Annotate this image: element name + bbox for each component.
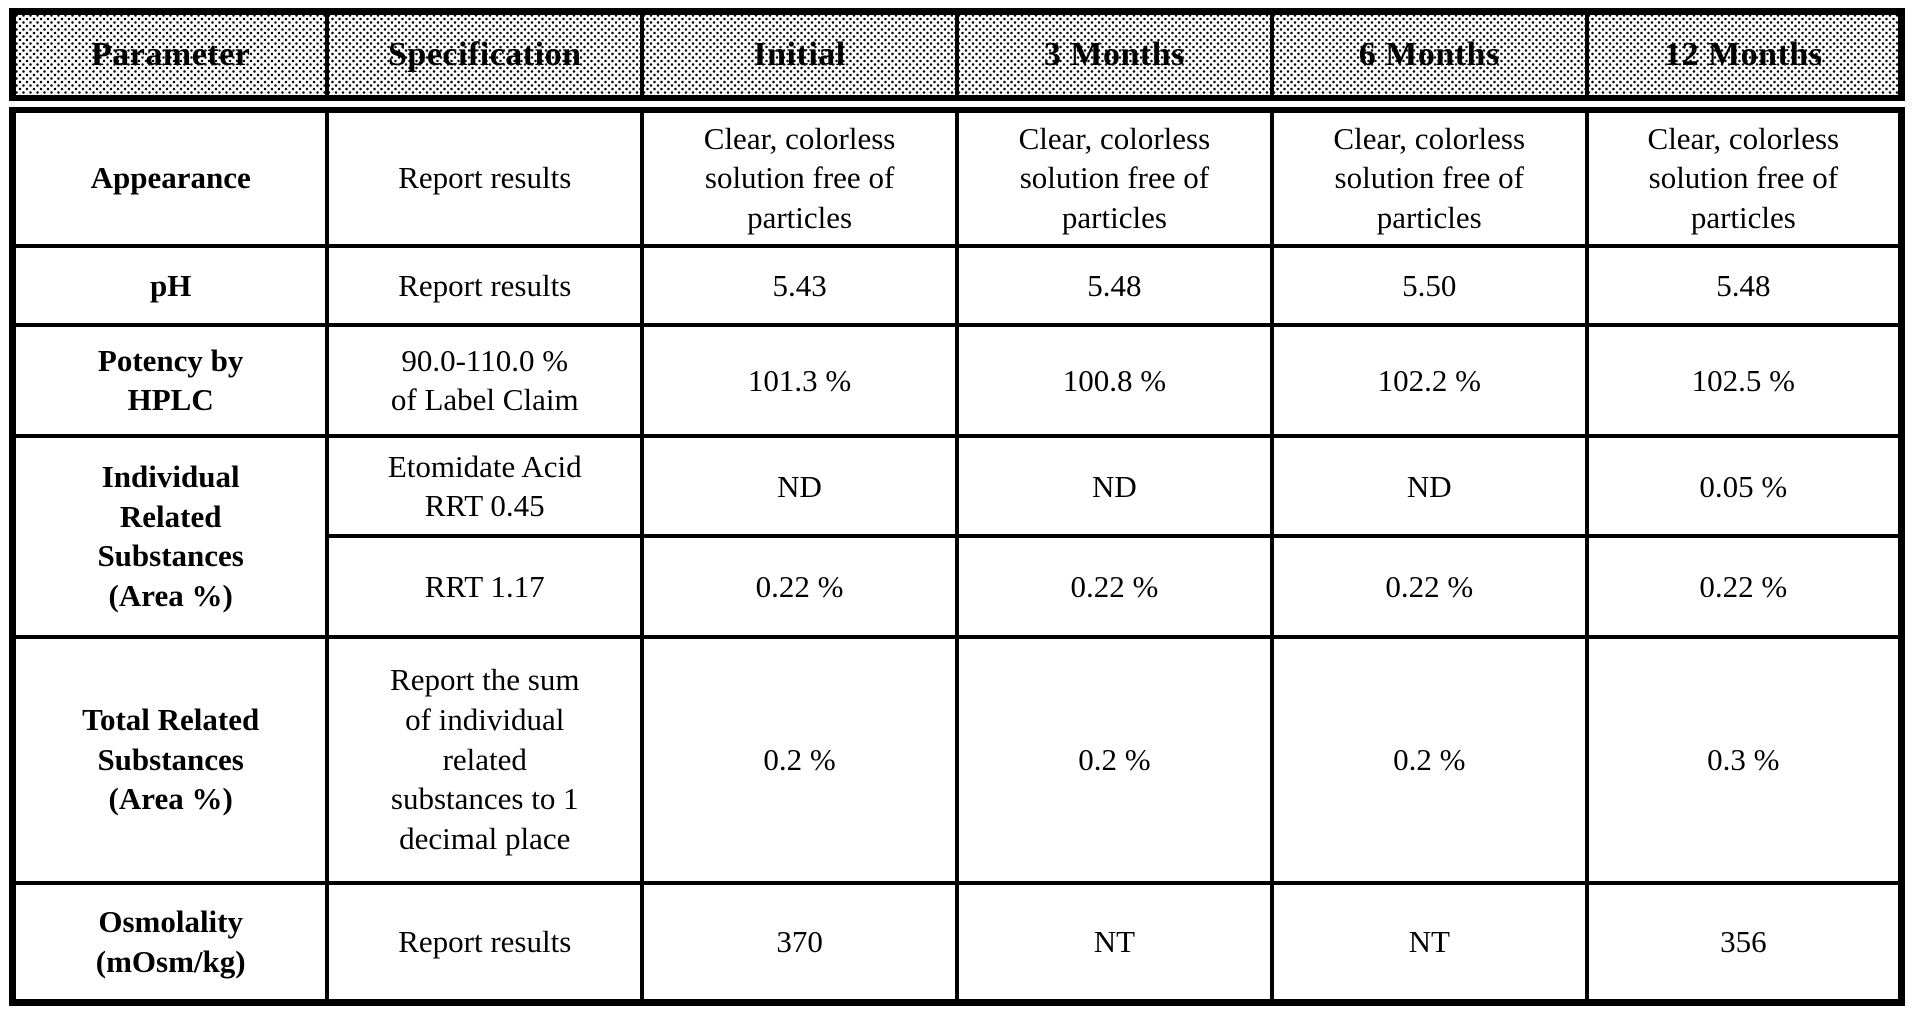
stability-data-table: Parameter Specification Initial 3 Months… — [9, 8, 1905, 1006]
cell-ph-3-months: 5.48 — [954, 244, 1274, 327]
cell-ph-specification: Report results — [325, 244, 645, 327]
cell-osmolality-12-months: 356 — [1584, 880, 1904, 1005]
table-row-individual-related-substances-rrt-1-17: RRT 1.17 0.22 % 0.22 % 0.22 % 0.22 % — [13, 534, 1904, 639]
cell-rrt-1-17-initial: 0.22 % — [640, 534, 959, 639]
cell-total-6-months: 0.2 % — [1269, 634, 1589, 885]
cell-total-initial: 0.2 % — [640, 634, 959, 885]
cell-osmolality-6-months: NT — [1269, 880, 1589, 1005]
table-header-row: Parameter Specification Initial 3 Months… — [10, 9, 1904, 113]
cell-appearance-6-months: Clear, colorless solution free of partic… — [1269, 101, 1589, 249]
cell-total-3-months: 0.2 % — [954, 634, 1274, 885]
cell-rrt-1-17-3-months: 0.22 % — [954, 534, 1274, 639]
cell-osmolality-initial: 370 — [640, 880, 959, 1005]
cell-ph-12-months: 5.48 — [1584, 244, 1904, 327]
cell-osmolality-specification: Report results — [325, 880, 645, 1005]
table-row-osmolality: Osmolality (mOsm/kg) Report results 370 … — [10, 880, 1904, 1005]
table-row-total-related-substances: Total Related Substances (Area %) Report… — [10, 634, 1904, 885]
cell-etomidate-specification: Etomidate Acid RRT 0.45 — [325, 434, 645, 539]
cell-appearance-initial: Clear, colorless solution free of partic… — [640, 101, 959, 249]
column-header-initial: Initial — [640, 9, 959, 113]
cell-potency-12-months: 102.5 % — [1584, 322, 1904, 439]
cell-appearance-12-months: Clear, colorless solution free of partic… — [1584, 101, 1904, 249]
row-header-ph: pH — [10, 244, 330, 327]
table-row-ph: pH Report results 5.43 5.48 5.50 5.48 — [10, 244, 1904, 327]
cell-rrt-1-17-specification: RRT 1.17 — [325, 534, 645, 639]
cell-ph-6-months: 5.50 — [1269, 244, 1589, 327]
row-header-total-related-substances: Total Related Substances (Area %) — [10, 634, 330, 885]
cell-rrt-1-17-12-months: 0.22 % — [1584, 534, 1904, 639]
row-header-appearance: Appearance — [10, 101, 330, 249]
cell-rrt-1-17-6-months: 0.22 % — [1269, 534, 1589, 639]
cell-etomidate-3-months: ND — [954, 434, 1274, 539]
table-row-individual-related-substances-etomidate: Individual Related Substances (Area %) E… — [10, 434, 1904, 639]
table-row-potency: Potency by HPLC 90.0-110.0 % of Label Cl… — [10, 322, 1904, 439]
cell-etomidate-6-months: ND — [1269, 434, 1589, 539]
column-header-6-months: 6 Months — [1269, 9, 1589, 113]
cell-potency-initial: 101.3 % — [640, 322, 959, 439]
row-header-osmolality: Osmolality (mOsm/kg) — [10, 880, 330, 1005]
row-header-potency: Potency by HPLC — [10, 322, 330, 439]
table-row-appearance: Appearance Report results Clear, colorle… — [10, 101, 1904, 249]
column-header-12-months: 12 Months — [1584, 9, 1904, 113]
column-header-3-months: 3 Months — [954, 9, 1274, 113]
cell-total-specification: Report the sum of individual related sub… — [325, 634, 645, 885]
cell-potency-specification: 90.0-110.0 % of Label Claim — [325, 322, 645, 439]
cell-appearance-3-months: Clear, colorless solution free of partic… — [954, 101, 1274, 249]
cell-etomidate-initial: ND — [640, 434, 959, 539]
column-header-specification: Specification — [325, 9, 645, 113]
cell-potency-3-months: 100.8 % — [954, 322, 1274, 439]
cell-ph-initial: 5.43 — [640, 244, 959, 327]
cell-etomidate-12-months: 0.05 % — [1584, 434, 1904, 539]
row-header-individual-related-substances: Individual Related Substances (Area %) — [10, 434, 330, 639]
cell-potency-6-months: 102.2 % — [1269, 322, 1589, 439]
cell-appearance-specification: Report results — [325, 101, 645, 249]
column-header-parameter: Parameter — [10, 9, 330, 113]
cell-osmolality-3-months: NT — [954, 880, 1274, 1005]
cell-total-12-months: 0.3 % — [1584, 634, 1904, 885]
